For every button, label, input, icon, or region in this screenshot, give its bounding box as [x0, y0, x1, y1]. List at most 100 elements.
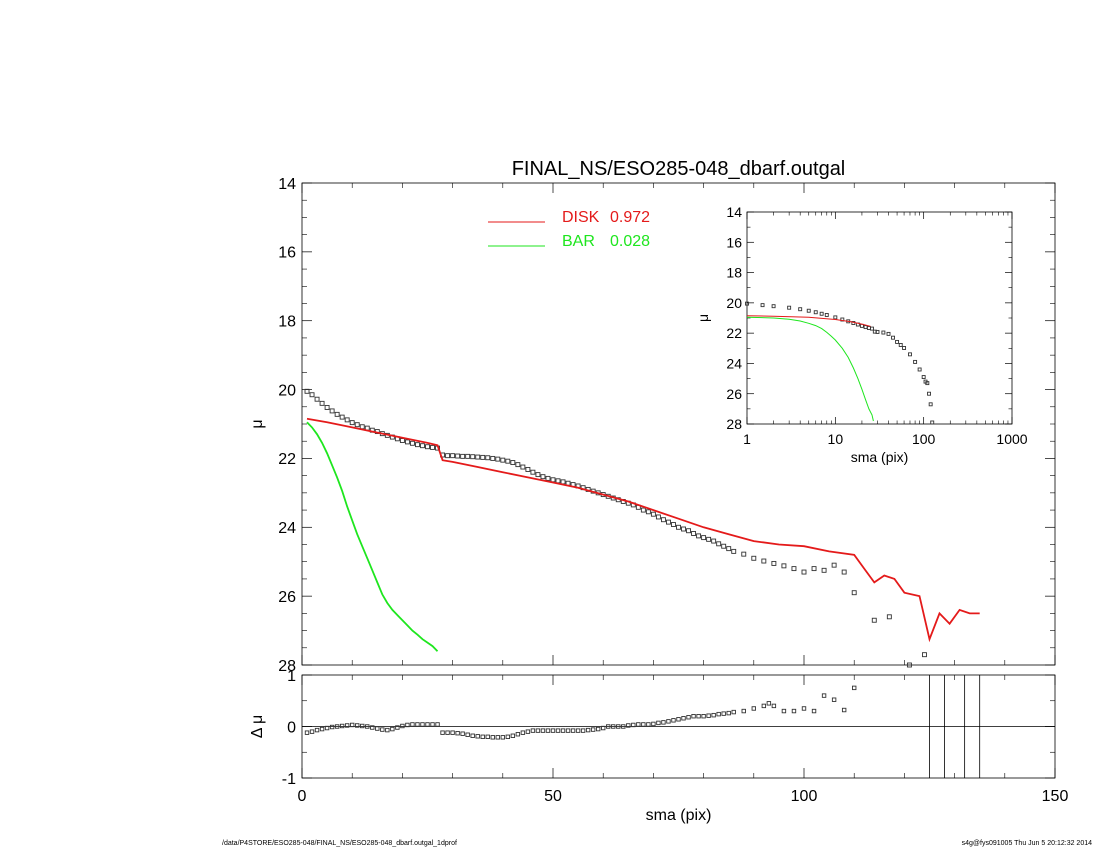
data-point: [545, 728, 551, 733]
data-point: [590, 727, 596, 732]
data-point: [465, 732, 470, 737]
data-point: [304, 730, 310, 735]
data-point: [565, 728, 571, 733]
data-point: [329, 408, 335, 414]
data-point: [580, 728, 586, 733]
data-point: [640, 507, 646, 513]
data-point: [863, 325, 868, 330]
data-point: [726, 546, 732, 552]
data-point: [404, 439, 410, 445]
data-point: [908, 352, 912, 357]
data-point: [895, 339, 900, 344]
data-point: [927, 391, 931, 396]
data-point: [500, 457, 506, 463]
data-point: [525, 466, 531, 472]
data-point: [631, 722, 636, 728]
data-point: [922, 652, 927, 658]
data-point: [540, 728, 546, 733]
data-point: [661, 720, 666, 725]
data-point: [510, 733, 516, 738]
data-point: [520, 730, 526, 735]
data-point: [585, 727, 591, 733]
main-panel: 14 16 18 20 22 24 26 28 FINAL_NS/ESO285-048_dbar…: [249, 158, 1056, 675]
data-point: [329, 724, 335, 730]
data-point: [681, 526, 686, 532]
data-point: [824, 313, 829, 317]
data-point: [761, 558, 767, 564]
y-tick-label: 1: [287, 668, 296, 685]
data-point: [611, 724, 616, 729]
legend-label-bar: BAR: [562, 233, 595, 250]
data-point: [334, 411, 340, 417]
data-point: [520, 464, 526, 470]
series-line-bar: [746, 316, 874, 422]
data-point: [811, 566, 817, 572]
data-point: [821, 693, 827, 698]
data-point: [930, 420, 935, 425]
data-point: [696, 714, 701, 719]
data-point: [781, 708, 787, 714]
data-point: [460, 731, 465, 736]
data-point: [430, 722, 435, 727]
data-point: [841, 707, 847, 713]
x-tick-label: 100: [791, 788, 818, 805]
data-point: [395, 725, 400, 730]
data-point: [891, 335, 895, 340]
data-point: [671, 522, 676, 527]
data-point: [701, 714, 706, 719]
data-point: [595, 726, 601, 732]
data-point: [400, 723, 405, 729]
data-point: [787, 305, 792, 310]
data-point: [540, 474, 546, 480]
data-point: [886, 614, 892, 620]
data-point: [721, 711, 726, 716]
data-point: [681, 716, 686, 721]
data-point: [806, 308, 811, 313]
data-point: [505, 458, 511, 464]
data-point: [455, 730, 460, 736]
data-point: [771, 304, 776, 309]
data-point: [841, 569, 847, 575]
y-tick-label: 18: [278, 313, 296, 330]
data-point: [655, 514, 661, 520]
data-point: [485, 734, 490, 739]
data-point: [731, 548, 737, 554]
data-point: [425, 444, 430, 450]
data-point: [515, 462, 521, 468]
data-point: [570, 728, 576, 733]
series-line-disk: [746, 315, 871, 327]
y-tick-label: -1: [282, 771, 296, 788]
data-point: [440, 730, 445, 735]
data-point: [646, 722, 651, 727]
data-point: [917, 367, 922, 372]
data-point: [350, 722, 355, 728]
data-point: [706, 536, 712, 542]
data-point: [545, 475, 551, 481]
data-point: [741, 551, 747, 557]
data-point: [535, 728, 541, 733]
data-point: [304, 388, 310, 394]
y-tick-label: 28: [278, 658, 296, 675]
data-point: [465, 453, 471, 459]
data-point: [480, 734, 485, 739]
data-point: [721, 543, 727, 549]
data-point: [409, 440, 415, 446]
data-point: [716, 541, 722, 547]
data-point: [656, 720, 661, 726]
data-point: [651, 721, 656, 727]
data-point: [831, 562, 837, 568]
x-tick-label: 100: [912, 431, 936, 447]
data-point: [645, 509, 651, 515]
data-point: [510, 460, 516, 466]
data-point: [660, 517, 666, 523]
data-point: [460, 453, 466, 459]
data-point: [871, 617, 877, 623]
data-point: [801, 569, 807, 575]
data-point: [365, 724, 370, 729]
data-point: [349, 420, 355, 426]
data-point: [470, 733, 475, 738]
y-tick-label: 16: [278, 245, 296, 262]
data-point: [921, 375, 926, 380]
data-point: [881, 330, 886, 335]
